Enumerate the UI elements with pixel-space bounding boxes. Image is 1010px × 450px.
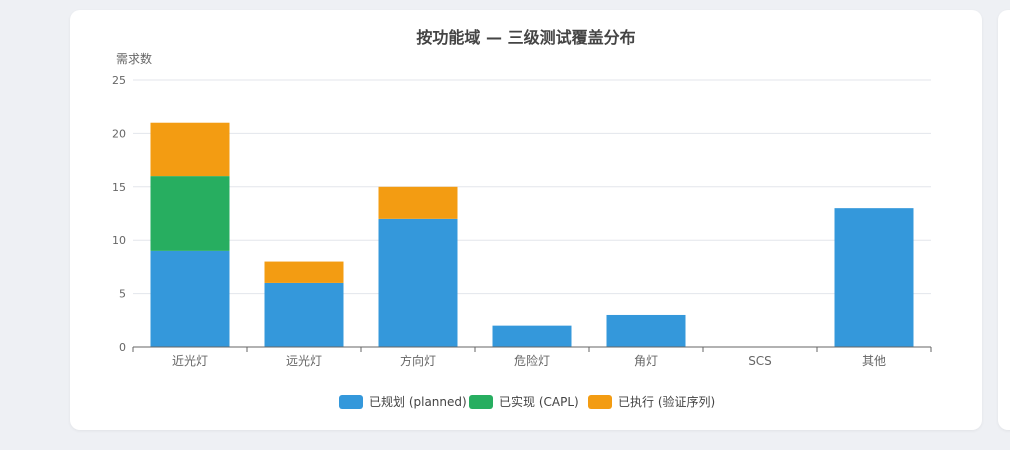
bar-segment <box>150 122 230 177</box>
legend-label: 已规划 (planned) <box>369 394 467 409</box>
axes: 0 5 10 15 20 25 近光灯 远光灯 方向灯 危险灯 角灯 SCS 其他 <box>112 74 932 368</box>
bar-segment <box>150 250 230 347</box>
chart-title: 按功能域 — 三级测试覆盖分布 <box>416 28 635 47</box>
y-tick-label: 10 <box>112 234 126 247</box>
y-tick-label: 0 <box>119 341 126 354</box>
x-tick-label: 远光灯 <box>286 354 322 368</box>
bars <box>150 122 914 347</box>
x-tick-label: 近光灯 <box>172 354 208 368</box>
legend-label: 已实现 (CAPL) <box>499 394 579 409</box>
bar-segment <box>378 218 458 347</box>
legend-swatch <box>588 395 612 409</box>
y-tick-label: 15 <box>112 181 126 194</box>
x-tick-label: 角灯 <box>634 354 658 368</box>
grid-lines <box>133 79 931 295</box>
y-tick-label: 5 <box>119 288 126 301</box>
bar-segment <box>378 186 458 219</box>
y-tick-label: 25 <box>112 74 126 87</box>
x-tick-label: 其他 <box>862 354 886 368</box>
bar-segment <box>264 261 344 283</box>
legend[interactable]: 已规划 (planned) 已实现 (CAPL) 已执行 (验证序列) <box>339 394 715 409</box>
y-tick-label: 20 <box>112 127 126 140</box>
legend-label: 已执行 (验证序列) <box>618 394 715 409</box>
legend-swatch <box>339 395 363 409</box>
bar-segment <box>264 282 344 347</box>
bar-segment <box>492 325 572 347</box>
legend-item[interactable]: 已执行 (验证序列) <box>588 394 715 409</box>
legend-swatch <box>469 395 493 409</box>
x-tick-label: 危险灯 <box>514 353 550 368</box>
legend-item[interactable]: 已实现 (CAPL) <box>469 394 579 409</box>
bar-segment <box>834 208 914 347</box>
bar-segment <box>606 314 686 347</box>
y-axis-label: 需求数 <box>116 51 152 66</box>
bar-segment <box>150 176 230 251</box>
x-tick-label: SCS <box>748 354 772 368</box>
legend-item[interactable]: 已规划 (planned) <box>339 394 467 409</box>
x-tick-label: 方向灯 <box>400 353 436 368</box>
next-card <box>998 10 1010 430</box>
